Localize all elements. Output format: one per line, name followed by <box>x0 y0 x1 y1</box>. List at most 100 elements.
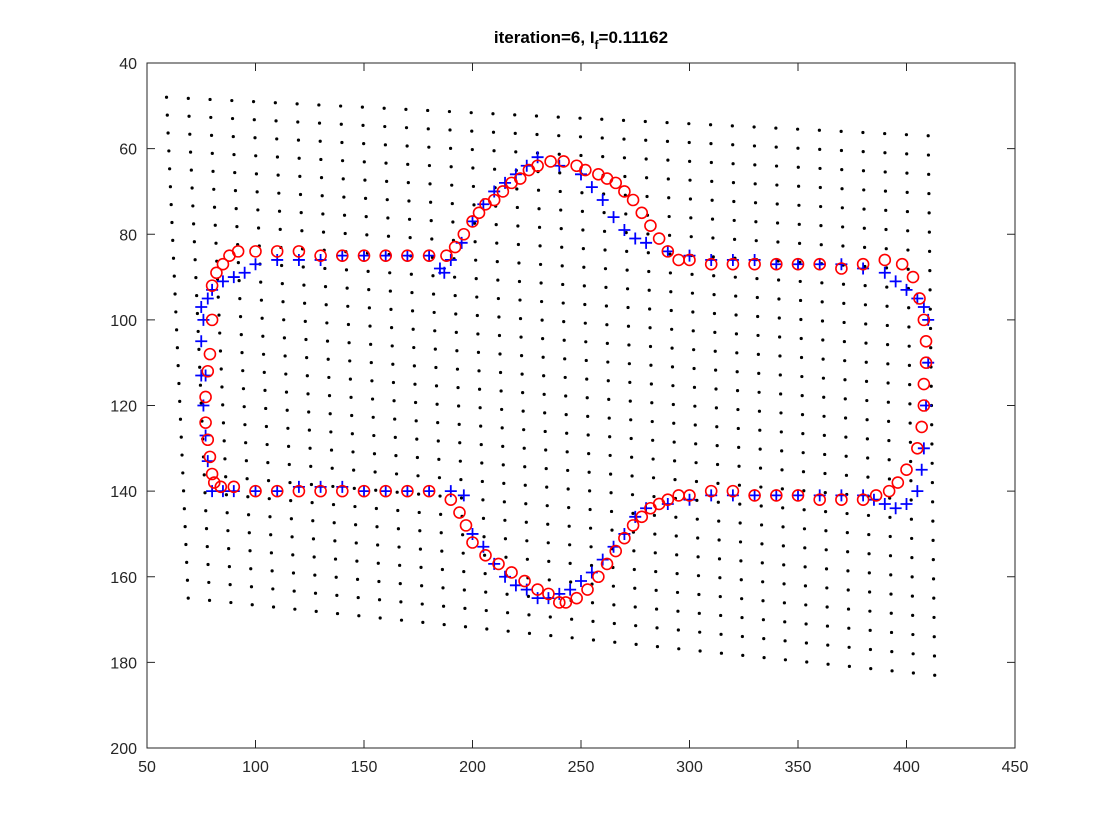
grid-point <box>798 279 802 284</box>
grid-point <box>797 184 801 188</box>
grid-point <box>909 517 913 521</box>
x-tick-label: 250 <box>568 759 595 776</box>
grid-point <box>605 341 609 345</box>
grid-point <box>884 266 889 270</box>
grid-point <box>459 496 464 500</box>
grid-point <box>340 159 345 163</box>
grid-point <box>709 160 713 165</box>
grid-point <box>888 515 892 519</box>
grid-point <box>581 228 585 232</box>
grid-point <box>296 138 301 142</box>
circle-marker <box>203 450 217 464</box>
grid-point <box>233 170 237 175</box>
circle-marker <box>661 245 675 258</box>
grid-point <box>373 470 377 474</box>
grid-point <box>677 647 681 651</box>
grid-point <box>469 111 473 115</box>
grid-point <box>668 252 672 256</box>
grid-point <box>910 556 914 560</box>
circle-marker <box>769 257 783 271</box>
grid-point <box>537 207 541 211</box>
grid-point <box>777 316 781 320</box>
grid-point <box>754 239 758 243</box>
circle-marker <box>422 484 436 498</box>
grid-point <box>826 662 830 666</box>
grid-point <box>926 153 931 157</box>
circle-marker <box>882 484 896 498</box>
grid-point <box>340 140 344 145</box>
circle-marker <box>813 493 827 506</box>
grid-point <box>366 269 370 273</box>
plus-marker <box>271 485 284 498</box>
grid-point <box>861 150 865 154</box>
grid-point <box>842 320 846 325</box>
grid-point <box>304 337 308 342</box>
grid-point <box>285 408 289 412</box>
grid-point <box>645 194 649 199</box>
plus-marker <box>889 275 902 288</box>
grid-point <box>708 123 713 127</box>
grid-point <box>693 404 697 408</box>
grid-point <box>606 360 610 364</box>
grid-point <box>612 621 616 626</box>
grid-point <box>843 378 847 382</box>
circle-marker <box>401 249 414 262</box>
grid-point <box>431 292 436 296</box>
grid-point <box>211 169 215 173</box>
circle-marker <box>357 484 371 498</box>
grid-point <box>339 104 343 108</box>
grid-point <box>384 161 388 165</box>
grid-point <box>436 421 440 425</box>
circle-marker <box>869 489 883 502</box>
grid-point <box>407 199 411 203</box>
grid-point <box>884 208 888 212</box>
grid-point <box>826 643 830 647</box>
grid-point <box>361 123 365 128</box>
plus-marker <box>618 223 631 236</box>
grid-point <box>756 352 760 356</box>
grid-point <box>927 172 931 176</box>
grid-point <box>890 650 894 654</box>
grid-point <box>185 578 190 582</box>
grid-point <box>841 225 845 229</box>
grid-point <box>249 567 253 571</box>
circle-marker <box>227 480 241 494</box>
grid-point <box>863 284 867 288</box>
grid-point <box>462 569 466 574</box>
grid-point <box>282 336 287 340</box>
grid-point <box>327 393 332 398</box>
grid-point <box>207 598 212 602</box>
grid-point <box>740 634 744 639</box>
grid-point <box>441 586 445 590</box>
grid-point <box>927 191 931 196</box>
grid-point <box>439 512 443 517</box>
grid-point <box>454 312 458 316</box>
grid-point <box>774 164 779 168</box>
grid-point <box>527 613 531 617</box>
grid-point <box>885 343 890 347</box>
grid-point <box>459 477 463 482</box>
grid-point <box>544 448 548 452</box>
grid-point <box>426 108 430 113</box>
grid-point <box>390 344 394 348</box>
grid-point <box>434 365 438 370</box>
plus-marker <box>358 485 370 498</box>
grid-point <box>189 168 193 172</box>
grid-point <box>535 132 539 137</box>
grid-point <box>583 302 587 307</box>
grid-point <box>889 573 893 577</box>
grid-point <box>300 229 304 233</box>
grid-point <box>650 401 654 405</box>
grid-point <box>481 498 485 502</box>
grid-point <box>432 310 436 315</box>
grid-point <box>819 204 823 209</box>
grid-point <box>824 567 829 571</box>
grid-point <box>420 584 424 588</box>
grid-point <box>385 179 389 183</box>
grid-point <box>515 205 519 210</box>
grid-point <box>515 187 519 191</box>
grid-point <box>321 230 326 234</box>
grid-point <box>527 631 532 635</box>
grid-point <box>624 212 628 216</box>
grid-point <box>756 314 760 319</box>
